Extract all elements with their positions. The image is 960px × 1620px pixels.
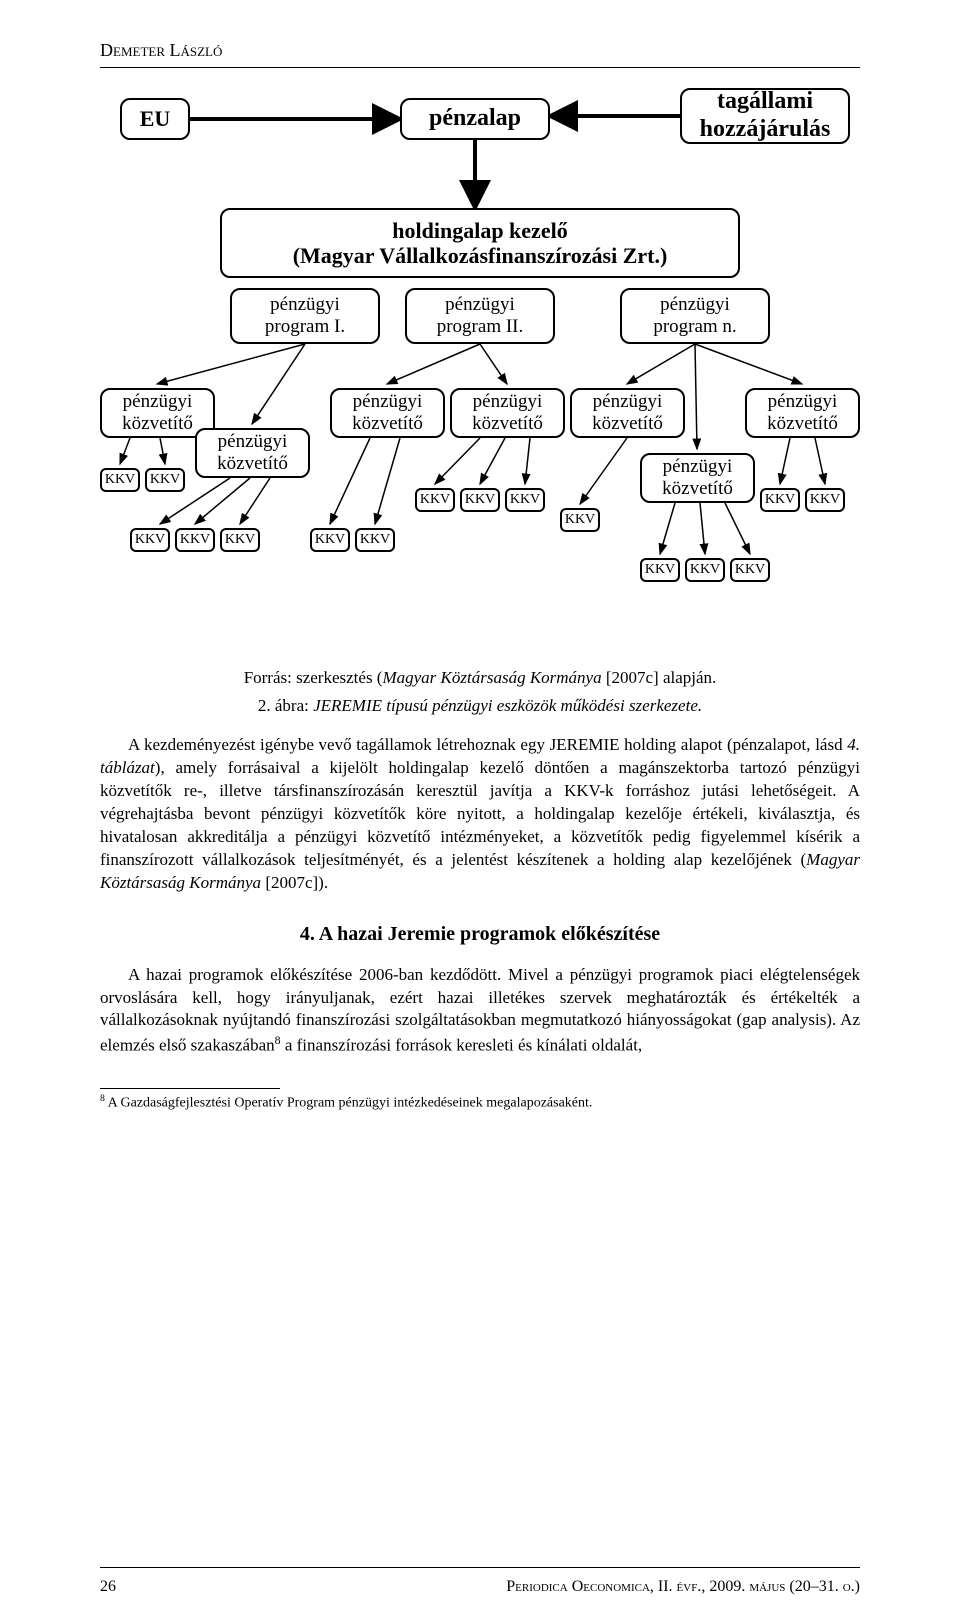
p1-b: ), amely forrásaival a kijelölt holdinga…: [100, 758, 860, 869]
node-k2: pénzügyi közvetítő: [195, 428, 310, 478]
figure-label-italic: JEREMIE típusú pénzügyi eszközök működés…: [313, 696, 702, 715]
page-footer: 26 Periodica Oeconomica, II. évf., 2009.…: [100, 1578, 860, 1596]
source-prefix: Forrás: szerkesztés (: [244, 668, 383, 687]
kkv-node: KKV: [685, 558, 725, 582]
kkv-node: KKV: [220, 528, 260, 552]
node-k5: pénzügyi közvetítő: [570, 388, 685, 438]
kkv-node: KKV: [175, 528, 215, 552]
header-rule: [100, 67, 860, 68]
kkv-node: KKV: [355, 528, 395, 552]
kkv-node: KKV: [145, 468, 185, 492]
kkv-node: KKV: [415, 488, 455, 512]
kkv-node: KKV: [805, 488, 845, 512]
node-holding: holdingalap kezelő (Magyar Vállalkozásfi…: [220, 208, 740, 278]
kkv-node: KKV: [460, 488, 500, 512]
footer-rule: [100, 1567, 860, 1568]
kkv-node: KKV: [560, 508, 600, 532]
kkv-node: KKV: [730, 558, 770, 582]
node-k4: pénzügyi közvetítő: [450, 388, 565, 438]
kkv-node: KKV: [130, 528, 170, 552]
footnote-text: A Gazdaságfejlesztési Operatív Program p…: [105, 1096, 592, 1111]
node-progn: pénzügyi program n.: [620, 288, 770, 344]
node-prog1: pénzügyi program I.: [230, 288, 380, 344]
node-contrib: tagállami hozzájárulás: [680, 88, 850, 144]
journal-info: Periodica Oeconomica, II. évf., 2009. má…: [506, 1578, 860, 1596]
kkv-node: KKV: [760, 488, 800, 512]
footnote: 8 A Gazdaságfejlesztési Operatív Program…: [100, 1093, 860, 1113]
body-paragraph-1: A kezdeményezést igénybe vevő tagállamok…: [100, 734, 860, 895]
node-eu: EU: [120, 98, 190, 140]
node-prog2: pénzügyi program II.: [405, 288, 555, 344]
p1-c: [2007c]).: [261, 873, 328, 892]
node-penzalap: pénzalap: [400, 98, 550, 140]
p1-a: A kezdeményezést igénybe vevő tagállamok…: [128, 735, 847, 754]
section-heading: 4. A hazai Jeremie programok előkészítés…: [100, 923, 860, 946]
p2-end: a finanszírozási források keresleti és k…: [281, 1036, 643, 1055]
figure-source: Forrás: szerkesztés (Magyar Köztársaság …: [100, 668, 860, 688]
kkv-node: KKV: [100, 468, 140, 492]
footnote-rule: [100, 1088, 280, 1089]
page-number: 26: [100, 1578, 116, 1596]
node-k7: pénzügyi közvetítő: [745, 388, 860, 438]
source-suffix: [2007c] alapján.: [602, 668, 717, 687]
source-italic: Magyar Köztársaság Kormánya: [382, 668, 601, 687]
figure-label: 2. ábra: JEREMIE típusú pénzügyi eszközö…: [100, 696, 860, 716]
node-k6: pénzügyi közvetítő: [640, 453, 755, 503]
kkv-node: KKV: [505, 488, 545, 512]
kkv-node: KKV: [640, 558, 680, 582]
node-k3: pénzügyi közvetítő: [330, 388, 445, 438]
figure-label-prefix: 2. ábra:: [258, 696, 313, 715]
body-paragraph-2: A hazai programok előkészítése 2006-ban …: [100, 964, 860, 1058]
kkv-node: KKV: [310, 528, 350, 552]
jeremie-flowchart: EU pénzalap tagállami hozzájárulás holdinga…: [100, 88, 860, 648]
author-name: Demeter László: [100, 40, 860, 61]
